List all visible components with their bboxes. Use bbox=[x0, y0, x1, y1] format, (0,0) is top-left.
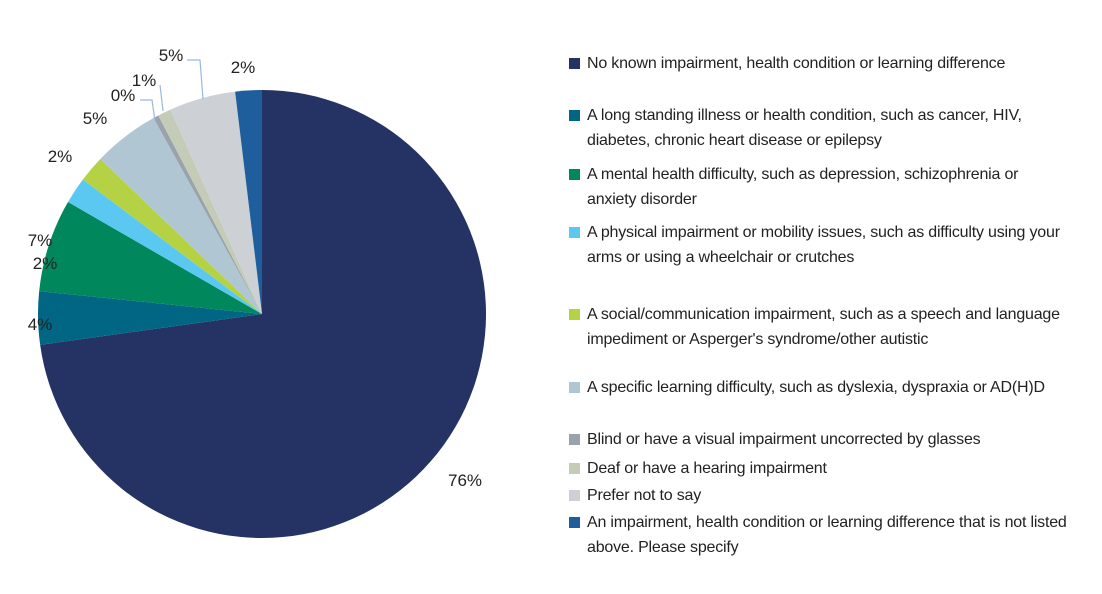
leader-line bbox=[140, 99, 156, 122]
pie-slice bbox=[170, 91, 262, 315]
legend-label: A social/communication impairment, such … bbox=[587, 306, 1060, 348]
pie-slice bbox=[153, 115, 262, 314]
legend-swatch bbox=[569, 227, 580, 238]
data-label: 5% bbox=[83, 109, 108, 128]
legend-label: Deaf or have a hearing impairment bbox=[587, 460, 827, 477]
legend-label: A physical impairment or mobility issues… bbox=[587, 224, 1060, 266]
legend-item: Blind or have a visual impairment uncorr… bbox=[569, 428, 1069, 453]
legend-item: Deaf or have a hearing impairment bbox=[569, 457, 1069, 482]
legend-swatch bbox=[569, 110, 580, 121]
legend-label: Blind or have a visual impairment uncorr… bbox=[587, 431, 981, 448]
data-label: 2% bbox=[231, 58, 256, 77]
legend-swatch bbox=[569, 309, 580, 320]
legend-item: A social/communication impairment, such … bbox=[569, 303, 1069, 352]
data-label: 2% bbox=[48, 147, 73, 166]
legend-label: A specific learning difficulty, such as … bbox=[587, 379, 1045, 396]
legend-item: An impairment, health condition or learn… bbox=[569, 511, 1069, 560]
legend-swatch bbox=[569, 382, 580, 393]
pie-slice bbox=[158, 109, 262, 314]
legend-item: A physical impairment or mobility issues… bbox=[569, 221, 1069, 270]
legend-item: A specific learning difficulty, such as … bbox=[569, 376, 1069, 401]
data-label: 7% bbox=[28, 231, 53, 250]
leader-line bbox=[187, 59, 204, 100]
pie-slice bbox=[38, 291, 263, 345]
legend-swatch bbox=[569, 463, 580, 474]
pie-slice bbox=[40, 90, 487, 538]
legend-label: An impairment, health condition or learn… bbox=[587, 514, 1067, 556]
legend-label: A long standing illness or health condit… bbox=[587, 107, 1022, 149]
legend-label: Prefer not to say bbox=[587, 487, 701, 504]
data-label: 5% bbox=[159, 46, 184, 65]
data-label: 0% bbox=[111, 86, 136, 105]
data-label: 4% bbox=[28, 315, 53, 334]
pie-slice bbox=[82, 158, 262, 314]
legend-swatch bbox=[569, 434, 580, 445]
pie-slice bbox=[68, 179, 262, 314]
legend-swatch bbox=[569, 517, 580, 528]
legend-swatch bbox=[569, 58, 580, 69]
legend-item: A long standing illness or health condit… bbox=[569, 104, 1069, 153]
legend-item: Prefer not to say bbox=[569, 484, 1069, 509]
legend-swatch bbox=[569, 490, 580, 501]
data-label: 1% bbox=[132, 71, 157, 90]
data-label: 76% bbox=[448, 471, 482, 490]
legend-label: A mental health difficulty, such as depr… bbox=[587, 166, 1019, 208]
leader-line bbox=[159, 84, 164, 112]
pie-slice bbox=[235, 90, 262, 314]
data-label: 2% bbox=[33, 254, 58, 273]
legend-item: A mental health difficulty, such as depr… bbox=[569, 163, 1069, 212]
pie-slice bbox=[39, 202, 263, 314]
pie-slice bbox=[100, 118, 263, 314]
legend-label: No known impairment, health condition or… bbox=[587, 55, 1006, 72]
legend-item: No known impairment, health condition or… bbox=[569, 52, 1069, 77]
legend-swatch bbox=[569, 169, 580, 180]
